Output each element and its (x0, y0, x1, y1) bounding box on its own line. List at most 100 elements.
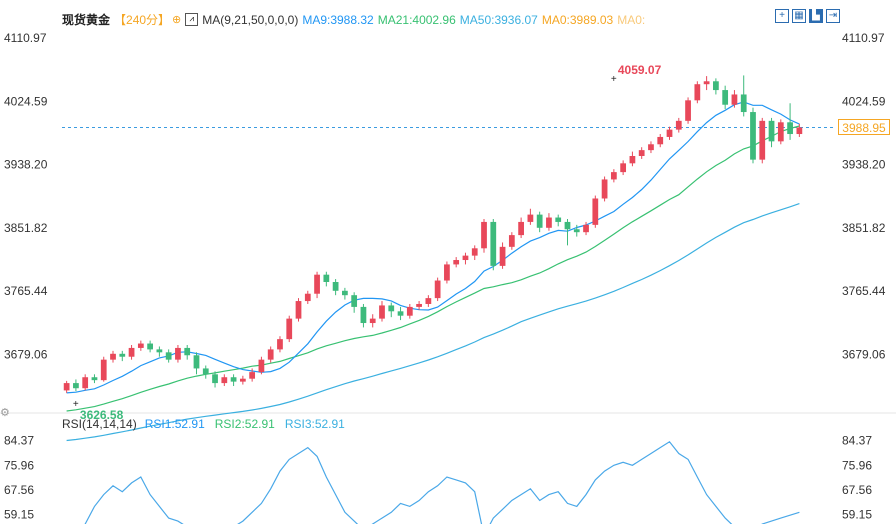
y-tick-label-right: 3938.20 (842, 158, 886, 172)
rsi-tick-label-right: 59.15 (842, 508, 872, 522)
candle-body (156, 349, 163, 353)
candle-body (397, 311, 404, 316)
candle-body (518, 221, 524, 236)
candle-body (267, 349, 274, 360)
y-tick-label-left: 3938.20 (4, 158, 48, 172)
candle-body (295, 301, 302, 319)
candle-body (481, 221, 487, 249)
candle-body (110, 353, 116, 360)
rsi3-label: RSI3:52.91 (284, 417, 345, 431)
y-tick-label-right: 4024.59 (842, 94, 886, 108)
ma50-line (66, 203, 800, 442)
y-tick-label-right: 3765.44 (842, 284, 886, 298)
rsi-tick-label-right: 67.56 (842, 483, 872, 497)
candle-body (787, 122, 793, 135)
chart-header: 现货黄金 【240分】 ⊕ ⩘ MA(9,21,50,0,0,0) MA9:39… (62, 11, 649, 28)
candle-body (212, 374, 218, 384)
y-tick-label-left: 4110.97 (4, 31, 47, 45)
candle-body (360, 306, 367, 324)
rsi-tick-label-right: 75.96 (842, 458, 872, 472)
candle-body (768, 120, 775, 142)
y-tick-label-right: 3679.06 (842, 347, 886, 361)
candle-body (137, 343, 144, 348)
candle-body (202, 368, 209, 375)
candle-body (147, 343, 153, 350)
candle-body (592, 198, 599, 225)
candle-body (416, 303, 422, 307)
candle-body (286, 318, 293, 340)
period-selector[interactable]: 【240分】 (114, 13, 171, 27)
candle-body (314, 274, 320, 294)
candle-body (546, 217, 552, 228)
export-icon[interactable]: ⇥ (826, 9, 840, 23)
rsi-tick-label-left: 84.37 (4, 434, 34, 448)
candle-body (750, 112, 756, 160)
candle-body (648, 144, 654, 151)
candle-body (731, 94, 738, 105)
candle-body (703, 81, 710, 85)
y-tick-label-left: 4024.59 (4, 94, 48, 108)
candle-body (573, 229, 580, 233)
crosshair-icon[interactable]: + (775, 9, 789, 23)
candle-body (610, 172, 617, 180)
candle-body (258, 359, 265, 373)
candle-body (434, 280, 441, 299)
chart-type-icon[interactable]: ▙ (809, 9, 823, 23)
candle-body (119, 353, 126, 357)
y-tick-label-left: 3679.06 (4, 347, 48, 361)
candle-body (100, 359, 107, 381)
candle-body (629, 156, 636, 164)
candle-body (777, 122, 784, 142)
candle-body (239, 378, 246, 382)
candle-body (759, 120, 766, 160)
candle-body (165, 352, 172, 360)
candle-body (379, 305, 385, 319)
instrument-name: 现货黄金 (62, 13, 111, 27)
candle-body (666, 129, 673, 137)
candle-body (740, 94, 747, 113)
candle-body (453, 260, 460, 265)
candle-body (657, 136, 664, 145)
toolbar: + ▦ ▙ ⇥ (775, 9, 840, 23)
candle-body (351, 295, 358, 307)
candle-body (583, 224, 589, 233)
candle-body (555, 217, 562, 222)
rsi-header: RSI(14,14,14) RSI1:52.91 RSI2:52.91 RSI3… (62, 417, 353, 431)
low-annotation: 3626.58 (80, 408, 124, 422)
rsi2-label: RSI2:52.91 (214, 417, 275, 431)
grid-icon[interactable]: ▦ (792, 9, 806, 23)
candle-body (82, 377, 89, 389)
rsi-line (80, 441, 800, 529)
low-marker: + (73, 399, 79, 410)
candle-body (638, 150, 645, 156)
settings-gear-icon[interactable]: ⚙ (0, 407, 10, 419)
indicator-icon[interactable]: ⩘ (185, 13, 199, 26)
candle-body (388, 305, 395, 312)
candle-body (796, 127, 803, 135)
candle-body (527, 214, 534, 222)
candle-body (406, 306, 413, 316)
ma21-label: MA21:4002.96 (377, 12, 456, 27)
current-price-tag: 3988.95 (838, 119, 890, 136)
candle-body (277, 339, 283, 350)
candle-body (332, 282, 339, 291)
candle-body (425, 298, 432, 304)
candle-body (508, 235, 515, 247)
rsi-tick-label-left: 67.56 (4, 483, 34, 497)
candle-body (128, 347, 135, 357)
candle-body (193, 355, 200, 369)
ma50-label: MA50:3936.07 (459, 12, 538, 27)
candle-body (73, 383, 79, 389)
y-tick-label-right: 3851.82 (842, 221, 886, 235)
y-tick-label-left: 3851.82 (4, 221, 48, 235)
candle-body (713, 81, 719, 91)
rsi-label: RSI(14,14,14) (62, 417, 137, 431)
candle-body (63, 383, 70, 391)
candle-body (175, 347, 181, 360)
rsi-tick-label-right: 84.37 (842, 434, 872, 448)
settings-icon[interactable]: ⊕ (172, 14, 182, 26)
ma9-label: MA9:3988.32 (302, 12, 374, 27)
rsi-tick-label-left: 75.96 (4, 458, 34, 472)
candle-body (675, 120, 682, 130)
